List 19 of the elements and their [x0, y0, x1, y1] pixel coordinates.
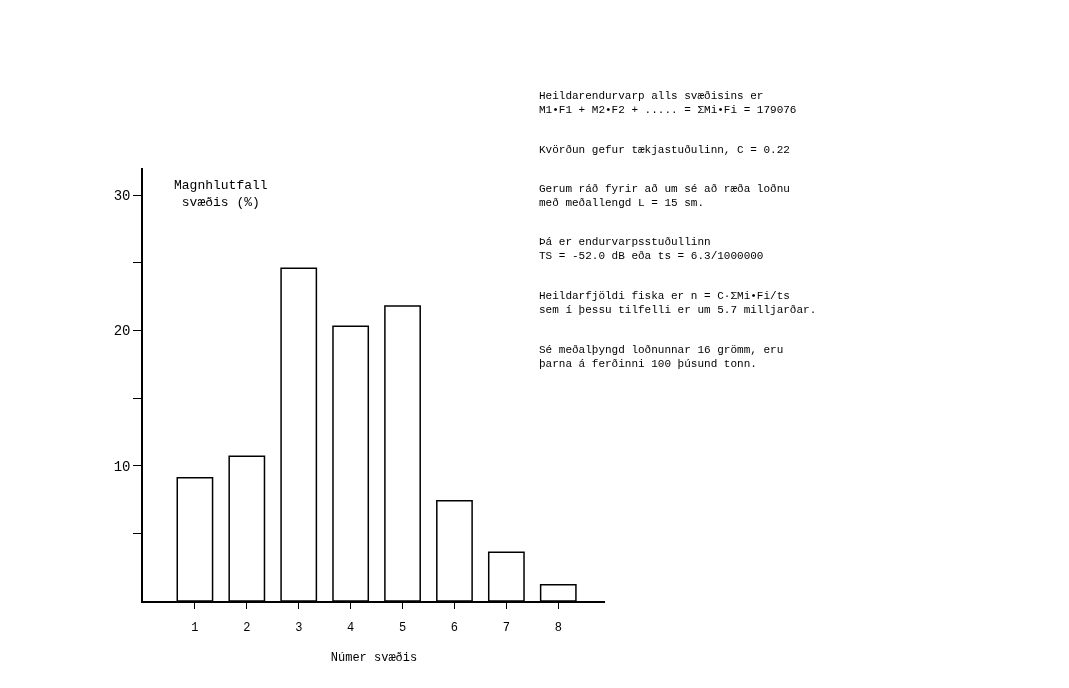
text: Heildarendurvarp alls svæðisins er M1•F1 + M2•F2 + ..... = ΣMi•Fi = 179076	[539, 90, 797, 117]
y-tick-label: 10	[113, 458, 131, 475]
x-tick-label: 4	[347, 621, 355, 636]
x-tick-label: 7	[502, 621, 510, 636]
y-tick-label: 20	[113, 323, 131, 340]
x-axis-title: Númer svæðis	[330, 650, 418, 665]
x-tick-label: 5	[398, 621, 407, 636]
x-tick-label: 2	[243, 621, 251, 636]
x-tick-label: 3	[295, 621, 303, 636]
annotation: Gerum ráð fyrir að um sé að ræða loðnu með meðallengd L = 15 sm.	[539, 183, 790, 210]
text: Kvörðun gefur tækjastuðulinn, C = 0.22	[539, 144, 790, 156]
x-tick-label: 8	[554, 621, 562, 636]
y-axis-title: Magnhlutfall svæðis (%)	[174, 178, 268, 210]
x-tick-label: 1	[191, 621, 199, 636]
x-tick-label: 6	[450, 621, 459, 636]
annotation: Heildarfjöldi fiska er n = C·ΣMi•Fi/ts sem í þessu tilfelli er um 5.7 milljarðar.	[539, 290, 817, 317]
annotation: Sé meðalþyngd loðnunnar 16 grömm, eru þarna á ferðinni 100 þúsund tonn.	[539, 344, 784, 371]
y-tick-label: 30	[113, 187, 131, 204]
annotation: Þá er endurvarpsstuðullinn TS = -52.0 dB eða ts = 6.3/1000000	[539, 236, 764, 263]
